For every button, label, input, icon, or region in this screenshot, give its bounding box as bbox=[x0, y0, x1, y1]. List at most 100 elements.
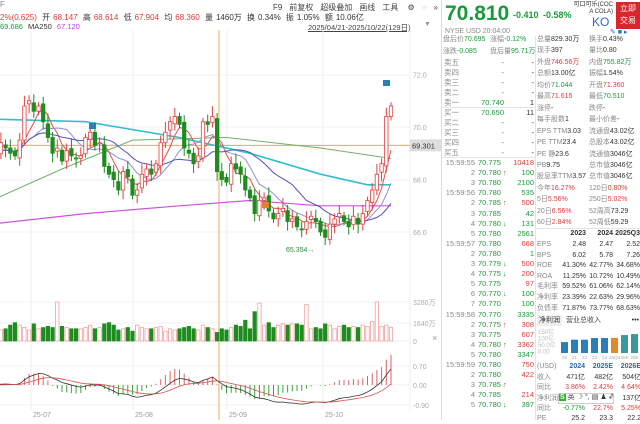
mini-bar bbox=[581, 339, 588, 353]
help-icon[interactable]: ○ bbox=[421, 3, 427, 12]
toolbar-overlay[interactable]: 超级叠加 bbox=[320, 3, 353, 12]
candle-body bbox=[290, 218, 295, 222]
candle-body bbox=[125, 169, 130, 178]
panel-icons[interactable]: ✎ ■ ▸ bbox=[610, 29, 628, 36]
event-marker bbox=[262, 202, 269, 208]
quote-line: 2%(0.625) 开 68.147 高 68.614 低 67.904 均 68.36… bbox=[0, 12, 367, 23]
candle-body bbox=[45, 123, 51, 138]
volume-bar bbox=[313, 327, 318, 342]
volume-bar bbox=[304, 304, 309, 342]
ime-toolbar[interactable]: S英☽°,▤♟⁂ bbox=[558, 393, 614, 404]
bid-row: 买四 - - bbox=[444, 138, 534, 147]
stat-row: PE 静23.6 流通值3046亿 bbox=[537, 150, 633, 158]
candle-body bbox=[78, 155, 83, 159]
low-value: 67.904 bbox=[134, 13, 160, 22]
volume-bar bbox=[308, 328, 314, 342]
volume-bar bbox=[167, 328, 173, 342]
tick-row: 4 70.785 214 bbox=[470, 390, 534, 400]
tab-net-profit[interactable]: 净利润 bbox=[537, 315, 562, 326]
candle-body bbox=[102, 144, 107, 167]
amp-value: 1.05% bbox=[296, 13, 320, 22]
high-label: 高 bbox=[82, 13, 91, 22]
toolbar-draw[interactable]: 画线 bbox=[359, 3, 376, 12]
candle-body bbox=[257, 200, 262, 217]
ime-logo-icon: S bbox=[559, 394, 566, 401]
candle-body bbox=[247, 189, 253, 199]
ime-button[interactable]: ⁂ bbox=[609, 394, 613, 401]
volume-bar bbox=[229, 327, 234, 342]
volume-bar bbox=[247, 328, 253, 342]
candle-body bbox=[233, 163, 238, 170]
volume-bar bbox=[257, 302, 262, 342]
volume-bar bbox=[102, 323, 107, 342]
tick-row: 3 70.785 42 bbox=[470, 208, 534, 218]
mini-x-tick: 26E bbox=[630, 355, 638, 360]
volume-bar bbox=[318, 328, 323, 342]
tick-row: 5 70.780 ↓ 397 bbox=[470, 400, 534, 410]
toolbar-tools[interactable]: 工具 bbox=[382, 3, 399, 12]
trade-button[interactable]: 立即 交易 bbox=[616, 2, 640, 29]
candle-body bbox=[191, 152, 196, 165]
volume-bar bbox=[252, 311, 257, 342]
volume-bar bbox=[323, 323, 328, 342]
dropdown-icon[interactable]: ▼ bbox=[424, 21, 431, 28]
volume-bar bbox=[97, 327, 102, 342]
price-change-pct: -0.58% bbox=[543, 10, 572, 20]
settings-icon[interactable]: ⚙ bbox=[407, 3, 415, 12]
candle-body bbox=[153, 163, 159, 173]
ime-button[interactable]: °, bbox=[584, 394, 590, 401]
candle-body bbox=[31, 102, 36, 112]
candle-body bbox=[351, 215, 356, 226]
toolbar-adjust[interactable]: 前复权 bbox=[289, 3, 314, 12]
mini-bar bbox=[621, 335, 628, 353]
stat-row: 股息率TTM3.57 总市值3046亿 bbox=[537, 173, 633, 181]
kline-chart[interactable]: 72.0 70.0 68.0 66.0 3280万 1640万 0 0.70 0.00 -0.90… bbox=[0, 30, 441, 420]
candle-body bbox=[280, 207, 286, 212]
tab-revenue[interactable]: 营业总收入 bbox=[566, 317, 601, 324]
after-hours-row: 盘后价70.695 涨幅-0.12% bbox=[443, 36, 527, 43]
toolbar-f9[interactable]: F9 bbox=[272, 3, 283, 12]
low-label: 低 bbox=[123, 13, 132, 22]
expand-icon[interactable]: » bbox=[433, 3, 438, 12]
tick-row: 3 70.785 ↑ bbox=[470, 380, 507, 390]
volume-bar bbox=[196, 329, 201, 342]
candle-body bbox=[8, 147, 13, 154]
volume-bar bbox=[74, 328, 79, 342]
date-range-selector[interactable]: 2025/04/21-2025/10/22(129日) bbox=[308, 23, 411, 32]
mini-x-tick: 23 bbox=[592, 355, 598, 360]
ime-button[interactable]: ▤ bbox=[591, 394, 599, 401]
candle-body bbox=[365, 200, 370, 212]
volume-bar bbox=[186, 325, 191, 342]
tick-row: 5 70.780 2561 bbox=[470, 228, 534, 238]
ma250-line bbox=[0, 199, 391, 224]
ma-line: 69.686 MA250 67.120 bbox=[0, 22, 83, 31]
candle-body bbox=[59, 149, 65, 162]
volume-bar bbox=[69, 328, 74, 342]
volume-bar bbox=[163, 330, 168, 342]
candle-body bbox=[74, 157, 79, 160]
volume-bar bbox=[78, 328, 83, 342]
ime-button[interactable]: ☽ bbox=[576, 394, 583, 401]
volume-bar bbox=[149, 328, 154, 342]
candle-body bbox=[360, 213, 365, 225]
candle-body bbox=[379, 163, 384, 173]
ime-button[interactable]: 英 bbox=[567, 394, 575, 401]
stat-row: 总量829.30万 换手0.43% bbox=[537, 36, 623, 43]
candle-body bbox=[186, 149, 191, 154]
mini-bar bbox=[591, 338, 598, 353]
price-tick: 66.0 bbox=[413, 230, 427, 237]
tick-row: 5 70.775 97 bbox=[470, 279, 534, 289]
ask-row: 卖五 - - bbox=[444, 58, 534, 67]
ime-button[interactable]: ♟ bbox=[600, 394, 607, 401]
open-value: 68.147 bbox=[53, 13, 78, 22]
quote-panel: 70.810 -0.410 -0.58% 可口可乐(COC A COLA) KO … bbox=[441, 0, 640, 422]
volume-bar bbox=[191, 328, 196, 342]
divider bbox=[442, 107, 535, 108]
candle-body bbox=[304, 221, 309, 230]
candle-body bbox=[224, 176, 229, 183]
ma10-line bbox=[0, 127, 392, 226]
more-icon[interactable]: ••• bbox=[631, 317, 639, 324]
stat-row: PE TTM23.4 总股本43.02亿 bbox=[537, 139, 635, 147]
forecast-row: 同比 3.86% 2.42% 4.64% bbox=[537, 384, 640, 392]
fin-row: 毛利率 59.52% 61.06% 62.14% bbox=[537, 283, 640, 291]
